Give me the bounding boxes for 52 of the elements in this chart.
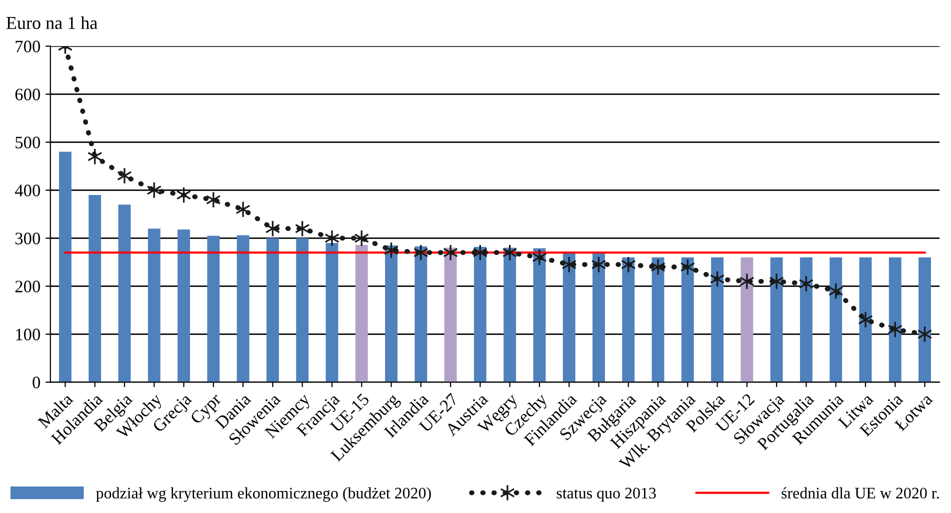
bar xyxy=(296,238,309,382)
bar xyxy=(681,257,694,382)
point xyxy=(739,272,754,290)
bar xyxy=(326,242,338,382)
y-tick-label: 300 xyxy=(15,232,40,244)
bar xyxy=(266,238,279,382)
y-tick-label: 400 xyxy=(14,184,40,196)
bar xyxy=(859,257,872,382)
point xyxy=(236,200,251,218)
point xyxy=(206,191,221,208)
point xyxy=(324,230,340,247)
bar xyxy=(178,230,190,382)
bar xyxy=(888,257,902,382)
bar xyxy=(444,248,457,382)
point xyxy=(117,167,132,184)
bar xyxy=(800,257,812,382)
point xyxy=(769,272,784,290)
bar xyxy=(385,245,398,382)
bar xyxy=(592,254,605,382)
y-tick-label: 500 xyxy=(16,136,40,148)
bar xyxy=(118,204,131,382)
bar xyxy=(918,257,931,382)
bar xyxy=(59,152,72,382)
bar xyxy=(355,244,368,382)
y-axis-title: Euro na 1 ha xyxy=(6,16,98,30)
bar xyxy=(711,257,724,382)
bar xyxy=(207,236,220,382)
point xyxy=(443,244,458,262)
y-tick-label: 100 xyxy=(16,328,40,340)
point xyxy=(532,248,547,266)
bar xyxy=(830,257,842,382)
bar xyxy=(770,257,783,382)
bar xyxy=(533,248,546,382)
bar xyxy=(562,252,576,382)
point xyxy=(650,258,666,276)
bar xyxy=(652,257,664,382)
bar xyxy=(504,248,516,382)
bar xyxy=(474,246,486,382)
point xyxy=(858,311,873,328)
legend-label: średnia dla UE w 2020 r. xyxy=(782,487,939,499)
bar xyxy=(88,194,102,382)
bar xyxy=(740,257,754,382)
y-tick-label: 600 xyxy=(15,88,40,100)
y-tick-label: 700 xyxy=(16,40,40,52)
bar xyxy=(148,228,160,382)
bar xyxy=(622,257,635,382)
y-tick-label: 200 xyxy=(15,280,40,292)
bar xyxy=(236,235,250,382)
y-tick-label: 0 xyxy=(32,376,40,388)
bar xyxy=(414,246,428,382)
legend-label: status quo 2013 xyxy=(556,488,656,502)
legend-label: podział wg kryterium ekonomicznego (budżet 2020) xyxy=(96,487,431,502)
